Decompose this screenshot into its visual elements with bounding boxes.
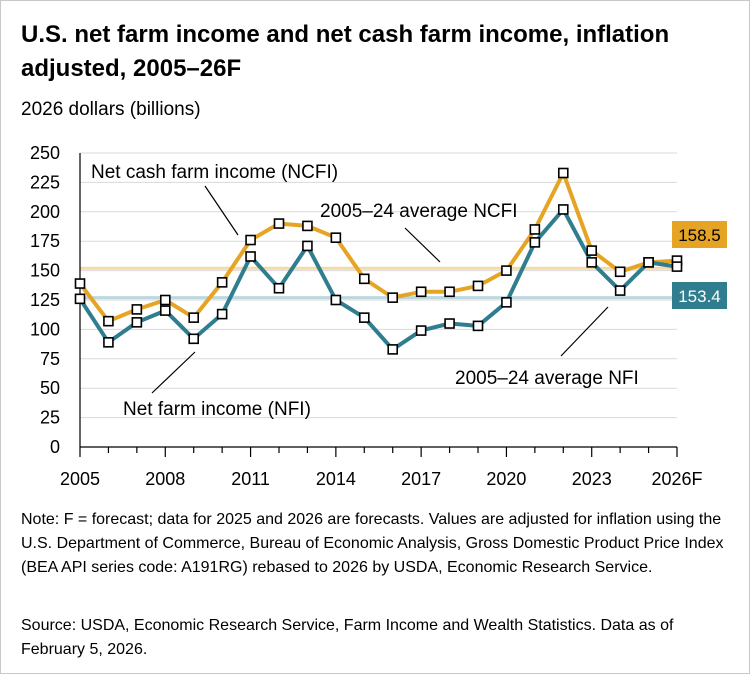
nfi-end-label: 153.4 — [678, 287, 721, 306]
ncfi-end-label: 158.5 — [678, 226, 721, 245]
nfi-data-point — [103, 337, 114, 348]
ncfi-data-point — [216, 277, 228, 288]
ncfi-data-point — [103, 315, 114, 327]
ncfi-data-point — [188, 312, 200, 323]
nfi-data-point — [415, 325, 427, 336]
ncfi-data-point — [614, 266, 626, 278]
nfi-data-point — [444, 318, 455, 329]
ncfi-data-point — [358, 273, 370, 285]
ncfi-data-point — [74, 278, 86, 289]
x-tick-label: 2005 — [60, 469, 100, 489]
nfi-data-point — [586, 257, 598, 268]
y-tick-label: 150 — [30, 261, 60, 281]
nfi-data-point — [273, 282, 285, 294]
x-tick-label: 2011 — [231, 469, 270, 489]
y-tick-label: 50 — [40, 378, 60, 398]
ncfi-data-point — [557, 167, 569, 179]
nfi-data-point — [643, 257, 654, 268]
nfi-data-point — [671, 261, 683, 272]
y-tick-label: 25 — [40, 408, 60, 428]
chart-note: Note: F = forecast; data for 2025 and 20… — [21, 511, 724, 576]
nfi-average-leader-line — [560, 306, 609, 357]
x-tick-label: 2026F — [651, 469, 702, 489]
nfi-average-label: 2005–24 average NFI — [455, 368, 639, 389]
line-chart: 0 25 50 75 100 125 150 175 200 225 250 2005 2008 2011… — [30, 143, 727, 489]
nfi-data-point — [358, 312, 370, 323]
nfi-data-point — [501, 297, 512, 308]
nfi-data-point — [302, 240, 313, 252]
ncfi-leader-line — [204, 185, 239, 236]
nfi-series-label: Net farm income (NFI) — [123, 399, 311, 420]
ncfi-data-point — [444, 286, 455, 298]
ncfi-data-point — [245, 234, 256, 246]
y-tick-label: 250 — [30, 143, 60, 163]
x-tick-label: 2017 — [401, 469, 441, 489]
nfi-data-point — [159, 305, 171, 316]
ncfi-data-point — [529, 224, 541, 235]
y-tick-label: 225 — [30, 172, 60, 192]
nfi-leader-line — [151, 351, 196, 394]
ncfi-data-point — [415, 286, 427, 298]
nfi-data-point — [131, 317, 143, 328]
ncfi-average-label: 2005–24 average NCFI — [320, 201, 518, 222]
y-tick-label: 100 — [30, 319, 60, 339]
y-axis-units-label: 2026 dollars (billions) — [21, 99, 201, 120]
x-tick-label: 2014 — [316, 469, 356, 489]
y-tick-label: 75 — [40, 349, 60, 369]
ncfi-data-point — [273, 218, 285, 229]
x-tick-label: 2008 — [145, 469, 185, 489]
x-tick-label: 2020 — [486, 469, 526, 489]
ncfi-data-point — [472, 280, 484, 292]
nfi-end-label-box — [672, 282, 727, 309]
y-tick-label: 175 — [30, 231, 60, 251]
ncfi-series-line — [78, 171, 678, 324]
nfi-data-point — [216, 308, 228, 320]
ncfi-data-point — [330, 232, 342, 243]
ncfi-end-label-box — [672, 221, 727, 248]
y-tick-label: 0 — [50, 437, 60, 457]
nfi-data-point — [330, 294, 342, 306]
ncfi-data-point — [302, 220, 313, 232]
nfi-data-point — [614, 285, 626, 296]
ncfi-data-point — [586, 245, 598, 256]
nfi-data-point — [557, 204, 569, 215]
ncfi-data-point — [131, 304, 143, 315]
ncfi-data-point — [159, 294, 171, 306]
chart-title: U.S. net farm income and net cash farm i… — [21, 21, 670, 82]
nfi-data-point — [472, 320, 484, 332]
chart-source: Source: USDA, Economic Research Service,… — [21, 617, 674, 658]
ncfi-data-point — [501, 265, 512, 276]
ncfi-data-point — [387, 292, 399, 303]
y-tick-label: 200 — [30, 202, 60, 222]
x-tick-label: 2023 — [572, 469, 612, 489]
y-tick-label: 125 — [30, 290, 60, 310]
nfi-data-point — [188, 333, 200, 345]
nfi-data-point — [529, 237, 541, 248]
nfi-data-point — [245, 251, 256, 262]
ncfi-series-label: Net cash farm income (NCFI) — [91, 162, 338, 183]
nfi-data-point — [387, 344, 399, 355]
nfi-data-point — [74, 293, 86, 305]
ncfi-average-leader-line — [404, 227, 441, 263]
nfi-series-line — [78, 207, 678, 352]
